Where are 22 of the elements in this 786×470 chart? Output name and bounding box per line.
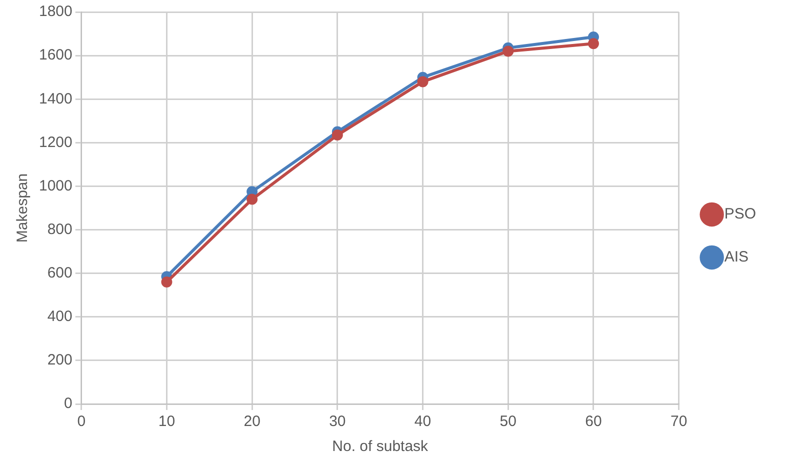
y-tick-label: 800 (47, 220, 72, 238)
x-axis-title: No. of subtask (332, 438, 429, 456)
y-tick-label: 1400 (38, 90, 72, 108)
y-tick-label: 1600 (38, 46, 72, 64)
x-tick-label: 70 (670, 413, 688, 430)
x-tick-label: 10 (158, 413, 176, 430)
y-tick-label: 1800 (38, 3, 72, 20)
legend-label: AIS (724, 248, 749, 266)
x-tick-label: 40 (414, 413, 432, 430)
y-tick-label: 600 (47, 264, 72, 282)
y-tick-label: 1200 (38, 134, 72, 151)
x-tick-label: 50 (500, 413, 516, 430)
y-tick-label: 200 (47, 352, 72, 369)
legend-label: PSO (724, 206, 756, 223)
y-tick-label: 400 (47, 308, 72, 326)
x-tick-label: 0 (77, 413, 86, 430)
y-tick-label: 1000 (38, 177, 72, 194)
y-axis-title: Makespan (14, 173, 32, 243)
x-tick-label: 30 (329, 413, 346, 430)
x-tick-label: 20 (244, 413, 260, 430)
x-tick-label: 60 (585, 413, 602, 430)
y-tick-label: 0 (64, 395, 72, 412)
